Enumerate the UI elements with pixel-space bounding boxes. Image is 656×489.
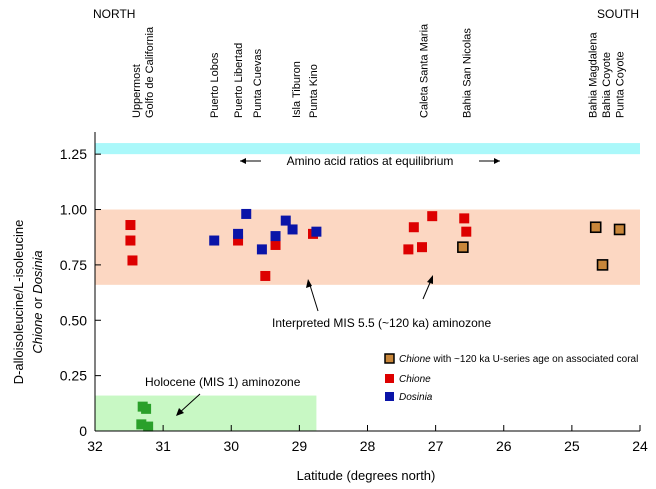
south-label: SOUTH — [597, 7, 639, 21]
y-tick-label-0: 0 — [79, 423, 87, 439]
location-label-9-0: Bahia Coyote — [601, 52, 613, 118]
location-label-5-0: Punta Kino — [308, 64, 320, 118]
marker-chione-1-3 — [233, 235, 244, 246]
marker-chione-0-0 — [457, 241, 469, 253]
y-tick-label-1: 0.25 — [60, 368, 87, 384]
location-label-10-0: Punta Coyote — [615, 51, 627, 118]
y-axis-title-dosinia: Dosinia — [30, 250, 45, 293]
y-tick-label-3: 0.75 — [60, 257, 87, 273]
location-label-0-1: Golfo de California — [144, 26, 156, 118]
band-mis55 — [95, 209, 640, 285]
legend-label-chione: Chione — [399, 374, 431, 385]
legend-swatch-dosinia — [385, 392, 394, 401]
location-label-8-0: Bahia Magdalena — [587, 31, 599, 118]
mis55-arrow-left — [306, 279, 319, 312]
marker-chione-1-9 — [417, 242, 427, 253]
marker-holocene-3-3 — [143, 421, 154, 432]
x-axis-title: Latitude (degrees north) — [297, 468, 436, 483]
y-tick-label-4: 1.00 — [60, 202, 87, 218]
marker-chione-1-11 — [459, 213, 470, 224]
marker-dosinia-2-4 — [270, 231, 281, 242]
x-tick-label-31: 31 — [155, 438, 171, 454]
band-equilibrium — [95, 143, 640, 155]
equilibrium-arrow-left — [240, 158, 261, 164]
mis55-arrow-right — [422, 275, 433, 300]
x-tick-label-25: 25 — [564, 438, 580, 454]
location-label-4-0: Isla Tiburon — [291, 61, 303, 118]
y-tick-label-2: 0.50 — [60, 312, 87, 328]
equilibrium-band-label: Amino acid ratios at equilibrium — [287, 154, 454, 168]
location-label-7-0: Bahia San Nicolas — [461, 28, 473, 118]
location-label-1-0: Puerto Lobos — [209, 52, 221, 118]
holocene-arrow — [176, 393, 201, 416]
equilibrium-arrow-right — [479, 158, 500, 164]
x-tick-label-27: 27 — [428, 438, 444, 454]
marker-dosinia-2-5 — [280, 215, 291, 226]
y-axis-title-line2: Chione or Dosinia — [30, 250, 45, 353]
marks-layer — [125, 208, 626, 432]
legend-label-coral-italic: Chione — [399, 354, 431, 365]
x-tick-label-26: 26 — [496, 438, 512, 454]
location-label-0-0: Uppermost — [131, 64, 143, 118]
x-tick-label-24: 24 — [632, 438, 648, 454]
band-holocene — [95, 395, 317, 431]
marker-dosinia-2-2 — [241, 208, 252, 219]
location-label-2-0: Puerto Libertad — [233, 43, 245, 118]
marker-dosinia-2-6 — [287, 224, 298, 235]
marker-chione-1-8 — [408, 222, 419, 233]
legend-label-dosinia: Dosinia — [399, 392, 433, 403]
mis55-annotation: Interpreted MIS 5.5 (~120 ka) aminozone — [272, 316, 491, 330]
y-axis-title-or: or — [30, 294, 45, 313]
x-tick-label-30: 30 — [223, 438, 239, 454]
y-axis-title-chione: Chione — [30, 312, 45, 353]
marker-chione-0-3 — [613, 223, 626, 236]
marker-holocene-3-1 — [141, 403, 152, 414]
y-tick-label-5: 1.25 — [60, 146, 87, 162]
marker-dosinia-2-1 — [233, 228, 244, 239]
legend-label-coral: Chione with ~120 ka U-series age on asso… — [399, 354, 638, 365]
marker-chione-1-7 — [403, 244, 414, 255]
marker-chione-1-10 — [427, 211, 438, 222]
legend-swatch-chione — [385, 374, 394, 383]
marker-holocene-3-2 — [136, 419, 147, 430]
axes-layer: 32 31 30 29 28 27 26 25 24 0 0.25 0.50 0.75 1.00 1.25 U… — [60, 23, 648, 454]
location-label-6-0: Caleta Santa Maria — [418, 23, 430, 118]
marker-chione-1-0 — [125, 220, 136, 231]
marker-chione-1-2 — [127, 255, 138, 266]
marker-dosinia-2-0 — [209, 235, 220, 246]
legend-label-coral-rest: with ~120 ka U-series age on associated … — [431, 354, 639, 365]
marker-chione-0-1 — [589, 221, 602, 234]
bands-layer — [95, 143, 640, 431]
y-axis-title-line1: D-alloisoleucine/L-isoleucine — [11, 220, 26, 385]
marker-chione-1-5 — [270, 239, 281, 250]
marker-dosinia-2-3 — [256, 244, 267, 255]
x-tick-label-28: 28 — [360, 438, 376, 454]
marker-chione-1-12 — [461, 226, 472, 237]
legend: Chione with ~120 ka U-series age on asso… — [384, 353, 638, 403]
marker-chione-0-2 — [596, 259, 609, 271]
x-tick-label-29: 29 — [292, 438, 308, 454]
marker-chione-1-4 — [260, 270, 271, 281]
legend-swatch-coral — [384, 353, 395, 364]
location-label-3-0: Punta Cuevas — [252, 48, 264, 118]
holocene-annotation: Holocene (MIS 1) aminozone — [145, 375, 301, 389]
marker-chione-1-1 — [125, 235, 136, 246]
x-tick-label-32: 32 — [87, 438, 103, 454]
marker-dosinia-2-7 — [311, 226, 322, 237]
north-label: NORTH — [93, 7, 135, 21]
